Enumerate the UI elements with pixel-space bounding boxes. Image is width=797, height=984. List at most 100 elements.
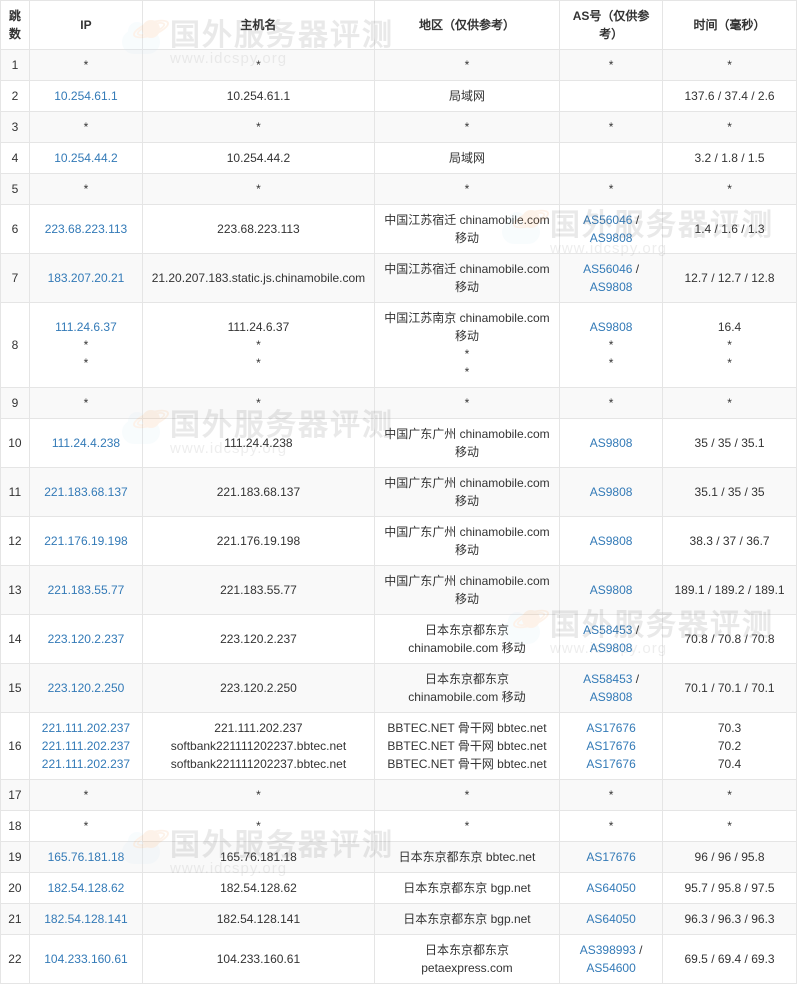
- table-row: 3*****: [1, 112, 797, 143]
- cell-host: 111.24.4.238: [143, 419, 375, 468]
- cell-region: *: [374, 50, 559, 81]
- ip-link[interactable]: 223.120.2.250: [48, 681, 125, 695]
- cell-time: 70.370.270.4: [663, 713, 797, 780]
- asn-link[interactable]: AS17676: [586, 850, 635, 864]
- table-header-row: 跳数 IP 主机名 地区（仅供参考） AS号（仅供参考） 时间（毫秒）: [1, 1, 797, 50]
- cell-time: 96 / 96 / 95.8: [663, 842, 797, 873]
- asn-link[interactable]: AS64050: [586, 881, 635, 895]
- cell-ip: 223.120.2.250: [29, 664, 142, 713]
- asn-link[interactable]: AS9808: [590, 320, 633, 334]
- cell-host: 21.20.207.183.static.js.chinamobile.com: [143, 254, 375, 303]
- cell-asn: AS56046 / AS9808: [560, 254, 663, 303]
- asn-link[interactable]: AS9808: [590, 641, 633, 655]
- ip-link[interactable]: 221.176.19.198: [44, 534, 127, 548]
- table-row: 21182.54.128.141182.54.128.141日本东京都东京 bg…: [1, 904, 797, 935]
- cell-time: *: [663, 811, 797, 842]
- cell-time: 38.3 / 37 / 36.7: [663, 517, 797, 566]
- cell-hop: 3: [1, 112, 30, 143]
- asn-link[interactable]: AS58453: [583, 623, 632, 637]
- cell-hop: 8: [1, 303, 30, 388]
- cell-time: 96.3 / 96.3 / 96.3: [663, 904, 797, 935]
- cell-region: 局域网: [374, 81, 559, 112]
- ip-link[interactable]: 182.54.128.141: [44, 912, 127, 926]
- cell-host: *: [143, 811, 375, 842]
- asn-link[interactable]: AS56046: [583, 213, 632, 227]
- cell-region: 中国江苏宿迁 chinamobile.com 移动: [374, 205, 559, 254]
- asn-link[interactable]: AS58453: [583, 672, 632, 686]
- cell-time: 35.1 / 35 / 35: [663, 468, 797, 517]
- asn-link[interactable]: AS9808: [590, 436, 633, 450]
- cell-region: *: [374, 780, 559, 811]
- cell-asn: [560, 143, 663, 174]
- cell-ip: *: [29, 174, 142, 205]
- cell-asn: AS9808: [560, 517, 663, 566]
- cell-asn: *: [560, 50, 663, 81]
- cell-hop: 22: [1, 935, 30, 984]
- cell-hop: 4: [1, 143, 30, 174]
- cell-hop: 11: [1, 468, 30, 517]
- asn-link[interactable]: AS9808: [590, 583, 633, 597]
- cell-time: 95.7 / 95.8 / 97.5: [663, 873, 797, 904]
- cell-hop: 7: [1, 254, 30, 303]
- ip-link[interactable]: 111.24.6.37: [55, 320, 117, 334]
- header-asn: AS号（仅供参考）: [560, 1, 663, 50]
- cell-hop: 21: [1, 904, 30, 935]
- asn-link[interactable]: AS9808: [590, 231, 633, 245]
- table-row: 11221.183.68.137221.183.68.137中国广东广州 chi…: [1, 468, 797, 517]
- cell-region: 中国广东广州 chinamobile.com 移动: [374, 419, 559, 468]
- header-hop: 跳数: [1, 1, 30, 50]
- ip-link[interactable]: 182.54.128.62: [48, 881, 125, 895]
- cell-time: 3.2 / 1.8 / 1.5: [663, 143, 797, 174]
- cell-host: 223.120.2.250: [143, 664, 375, 713]
- cell-time: 137.6 / 37.4 / 2.6: [663, 81, 797, 112]
- ip-link[interactable]: 165.76.181.18: [48, 850, 125, 864]
- cell-ip: 221.183.68.137: [29, 468, 142, 517]
- asn-link[interactable]: AS9808: [590, 280, 633, 294]
- asn-link[interactable]: AS17676: [586, 739, 635, 753]
- cell-time: 70.8 / 70.8 / 70.8: [663, 615, 797, 664]
- asn-link[interactable]: AS17676: [586, 757, 635, 771]
- cell-asn: AS64050: [560, 904, 663, 935]
- asn-link[interactable]: AS64050: [586, 912, 635, 926]
- asn-link[interactable]: AS17676: [586, 721, 635, 735]
- asn-link[interactable]: AS398993: [580, 943, 636, 957]
- asn-link[interactable]: AS9808: [590, 485, 633, 499]
- asn-link[interactable]: AS9808: [590, 690, 633, 704]
- cell-asn: AS64050: [560, 873, 663, 904]
- ip-link[interactable]: 223.120.2.237: [48, 632, 125, 646]
- cell-ip: 221.183.55.77: [29, 566, 142, 615]
- cell-hop: 15: [1, 664, 30, 713]
- cell-host: 223.68.223.113: [143, 205, 375, 254]
- ip-link[interactable]: 111.24.4.238: [52, 436, 120, 450]
- cell-ip: 104.233.160.61: [29, 935, 142, 984]
- cell-region: 日本东京都东京 bgp.net: [374, 904, 559, 935]
- ip-link[interactable]: 10.254.61.1: [54, 89, 117, 103]
- cell-time: 70.1 / 70.1 / 70.1: [663, 664, 797, 713]
- cell-ip: 111.24.4.238: [29, 419, 142, 468]
- cell-hop: 14: [1, 615, 30, 664]
- asn-link[interactable]: AS54600: [586, 961, 635, 975]
- asn-link[interactable]: AS9808: [590, 534, 633, 548]
- ip-link[interactable]: 221.183.55.77: [48, 583, 125, 597]
- table-row: 410.254.44.210.254.44.2局域网3.2 / 1.8 / 1.…: [1, 143, 797, 174]
- asn-link[interactable]: AS56046: [583, 262, 632, 276]
- cell-time: 16.4**: [663, 303, 797, 388]
- ip-link[interactable]: 221.111.202.237: [42, 757, 130, 771]
- ip-link[interactable]: 221.111.202.237: [42, 721, 130, 735]
- table-row: 13221.183.55.77221.183.55.77中国广东广州 china…: [1, 566, 797, 615]
- ip-link[interactable]: 183.207.20.21: [48, 271, 125, 285]
- cell-ip: *: [29, 50, 142, 81]
- ip-link[interactable]: 221.111.202.237: [42, 739, 130, 753]
- ip-link[interactable]: 10.254.44.2: [54, 151, 117, 165]
- ip-link[interactable]: 221.183.68.137: [44, 485, 127, 499]
- cell-region: *: [374, 174, 559, 205]
- cell-host: *: [143, 174, 375, 205]
- ip-link[interactable]: 104.233.160.61: [44, 952, 127, 966]
- cell-hop: 20: [1, 873, 30, 904]
- ip-link[interactable]: 223.68.223.113: [45, 222, 128, 236]
- cell-host: 111.24.6.37**: [143, 303, 375, 388]
- header-ip: IP: [29, 1, 142, 50]
- cell-region: *: [374, 811, 559, 842]
- cell-ip: *: [29, 388, 142, 419]
- cell-asn: *: [560, 388, 663, 419]
